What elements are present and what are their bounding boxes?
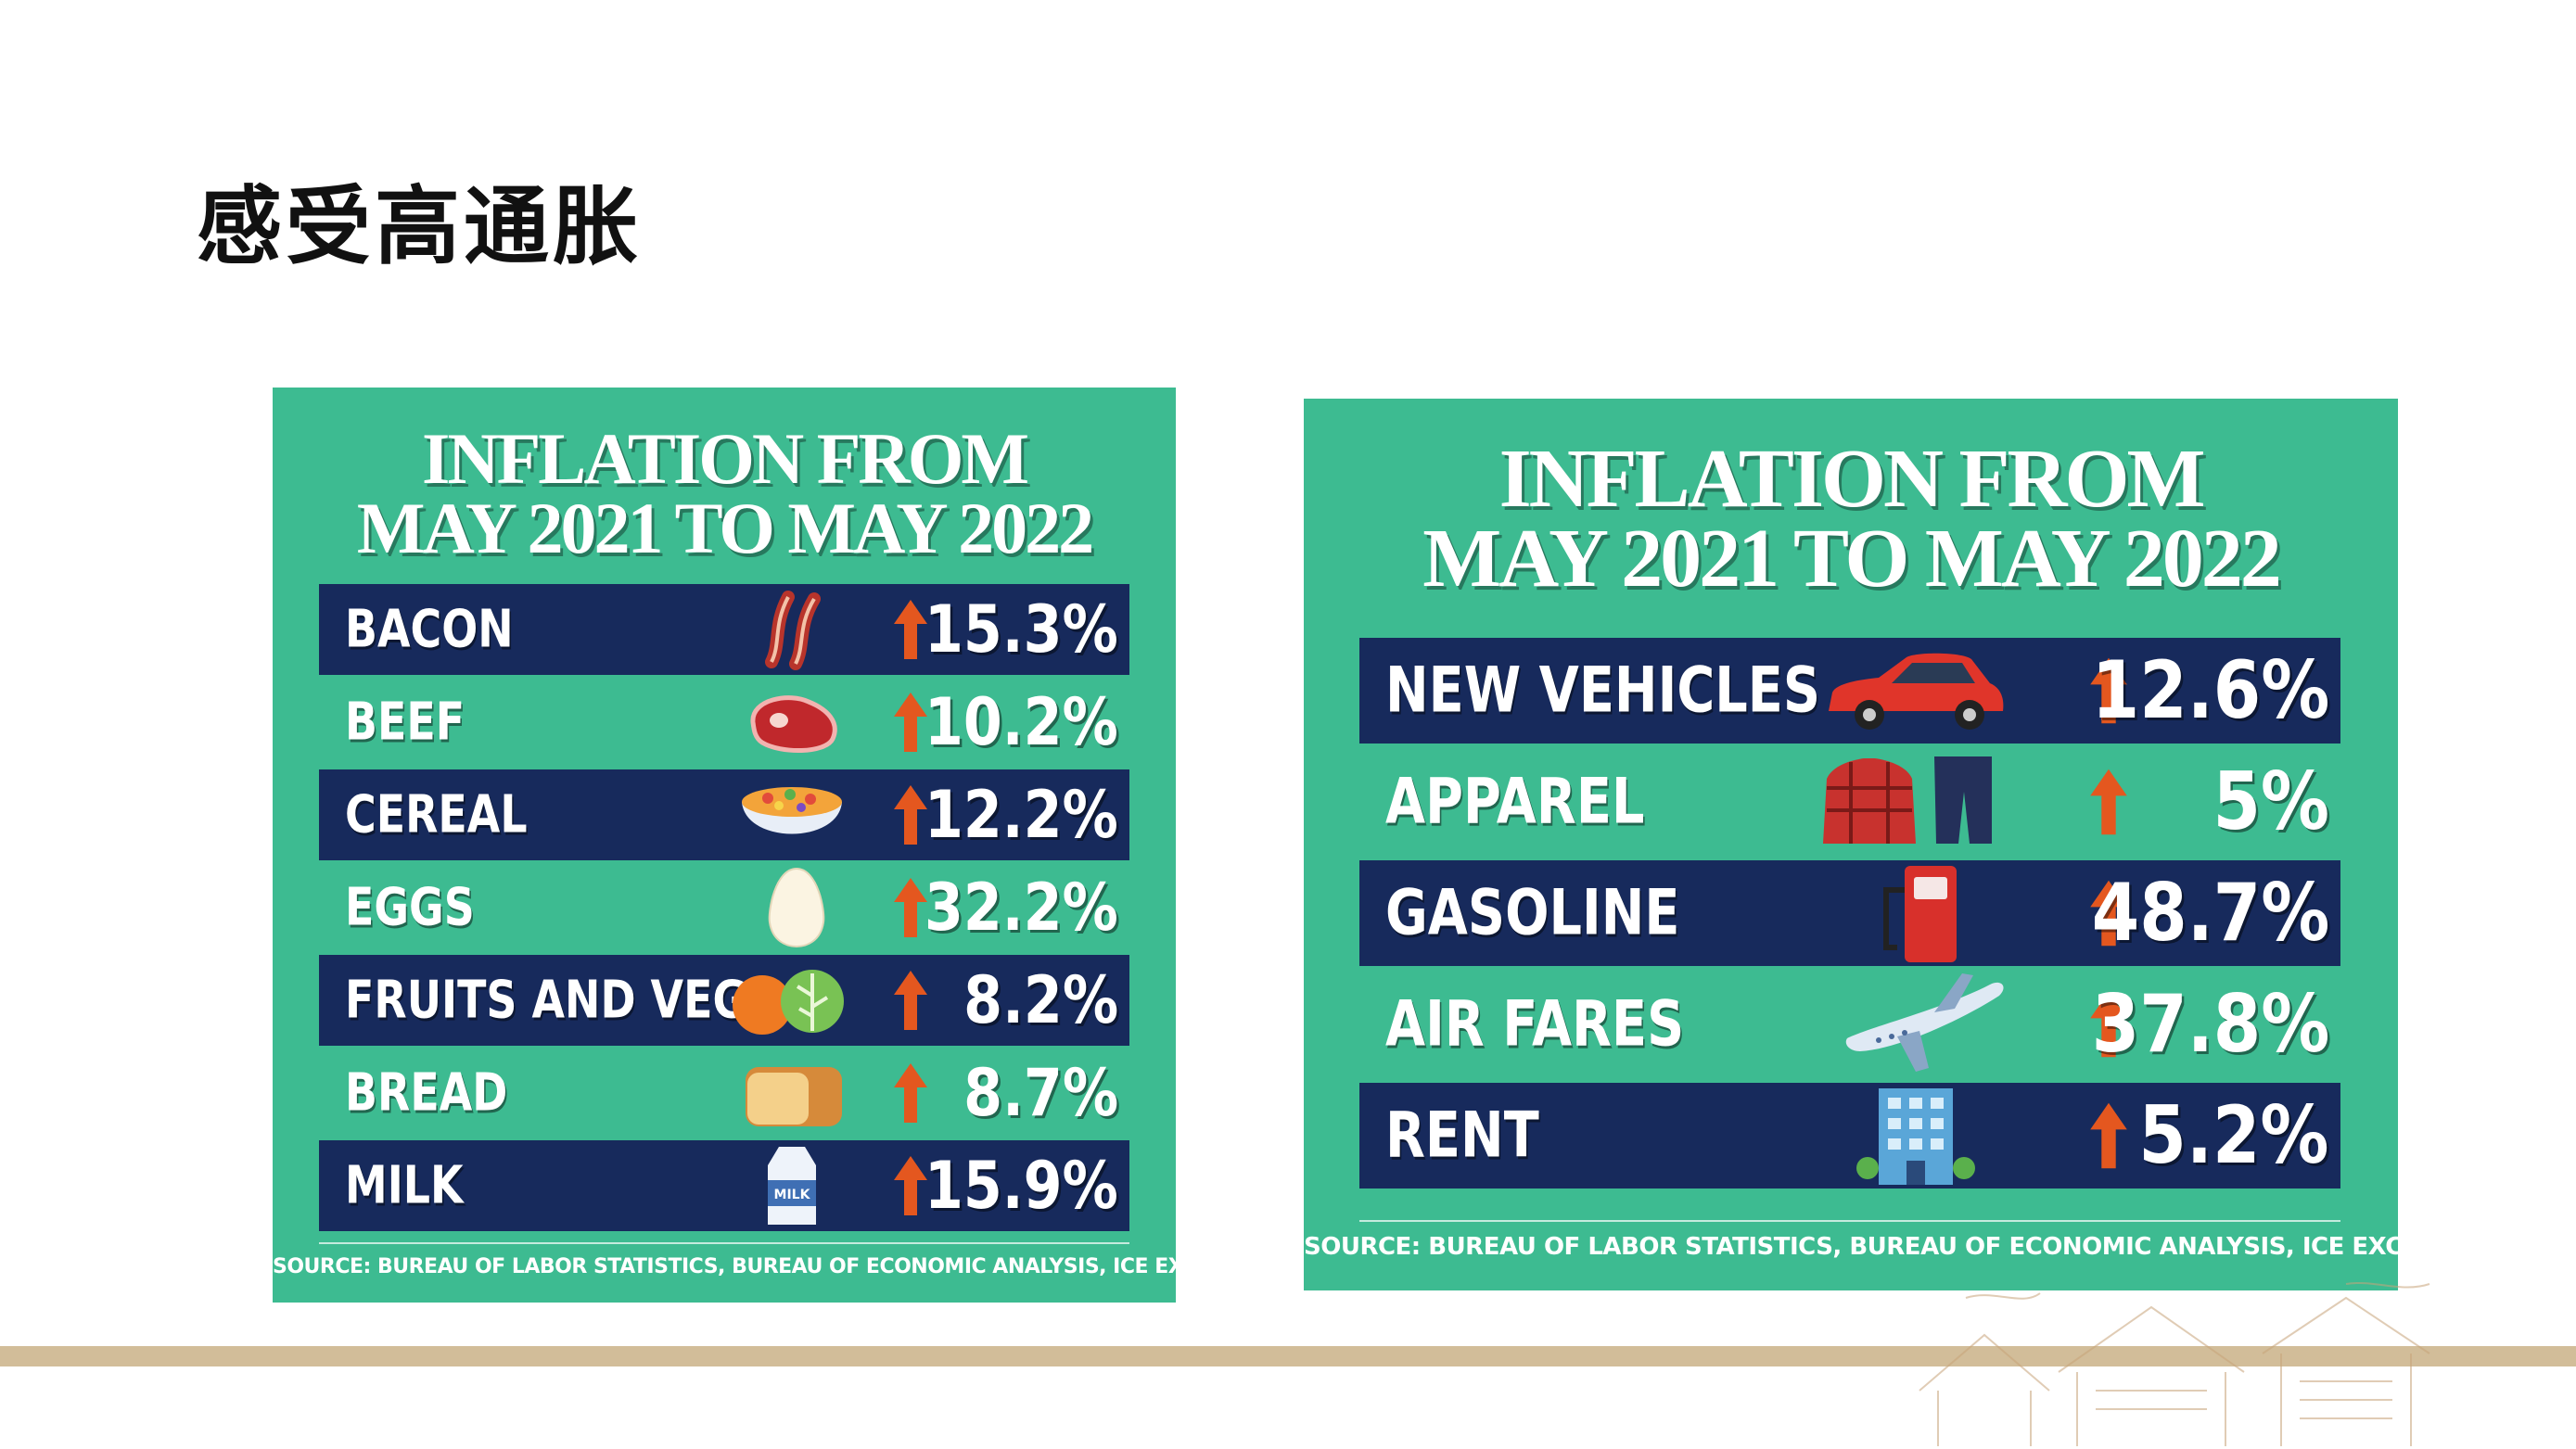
row-value: 48.7%	[2091, 867, 2329, 960]
milk-carton-text: MILK	[774, 1188, 811, 1202]
apparel-icon	[1823, 756, 1992, 844]
row-value: 32.2%	[925, 870, 1118, 946]
row-beef: BEEF 10.2%	[319, 677, 1129, 768]
up-arrow-icon	[894, 1063, 927, 1123]
bacon-icon	[765, 591, 821, 670]
up-arrow-icon	[2090, 880, 2127, 947]
gas-pump-icon	[1883, 866, 1957, 962]
egg-icon	[768, 867, 825, 948]
up-arrow-icon	[894, 600, 927, 659]
row-value: 5.2%	[2138, 1089, 2329, 1182]
panel-heading-line1: INFLATION FROM	[421, 418, 1029, 499]
village-sketch-decoration	[1919, 1282, 2430, 1446]
up-arrow-icon	[894, 878, 927, 937]
row-value: 8.2%	[963, 962, 1118, 1038]
row-label: BEEF	[345, 692, 465, 753]
panel-heading-line2: MAY 2021 TO MAY 2022	[356, 488, 1094, 568]
airplane-icon	[1845, 973, 2004, 1072]
up-arrow-icon	[894, 785, 927, 845]
row-gasoline: GASOLINE 48.7%	[1359, 860, 2340, 966]
steak-icon	[750, 695, 837, 753]
fruit-veg-icon	[733, 970, 844, 1035]
row-value: 37.8%	[2091, 978, 2329, 1071]
row-new-vehicles: NEW VEHICLES 12.6%	[1359, 638, 2340, 744]
row-value: 15.3%	[925, 591, 1118, 667]
row-label: BACON	[345, 599, 514, 660]
divider	[319, 1242, 1129, 1244]
row-value: 5%	[2213, 756, 2329, 848]
page-title: 感受高通胀	[197, 177, 643, 276]
row-value: 12.6%	[2091, 644, 2329, 737]
row-label: FRUITS AND VEG	[345, 970, 748, 1031]
row-apparel: APPAREL 5%	[1359, 749, 2340, 855]
footer-rule	[0, 1346, 2576, 1366]
inflation-panel-goods: INFLATION FROM MAY 2021 TO MAY 2022 NEW …	[1304, 399, 2398, 1290]
milk-carton-icon: MILK	[768, 1147, 816, 1225]
up-arrow-icon	[894, 971, 927, 1030]
divider	[1359, 1220, 2340, 1222]
row-milk: MILK MILK 15.9%	[319, 1140, 1129, 1231]
row-label: CEREAL	[345, 784, 528, 845]
row-label: BREAD	[345, 1062, 508, 1124]
row-cereal: CEREAL 12.2%	[319, 769, 1129, 860]
up-arrow-icon	[2090, 991, 2127, 1058]
car-icon	[1829, 653, 2004, 730]
row-air-fares: AIR FARES 37.8%	[1359, 972, 2340, 1077]
up-arrow-icon	[2090, 1102, 2127, 1169]
row-label: MILK	[345, 1155, 464, 1216]
row-label: AIR FARES	[1385, 987, 1685, 1061]
inflation-panel-food: INFLATION FROM MAY 2021 TO MAY 2022 BACO…	[273, 388, 1176, 1303]
panel-heading-line1: INFLATION FROM	[1498, 433, 2206, 525]
row-value: 10.2%	[925, 684, 1118, 760]
row-value: 12.2%	[925, 777, 1118, 853]
row-eggs: EGGS 32.2%	[319, 862, 1129, 953]
source-note: SOURCE: BUREAU OF LABOR STATISTICS, BURE…	[1304, 1233, 2398, 1261]
row-label: EGGS	[345, 877, 475, 938]
up-arrow-icon	[2090, 657, 2127, 724]
row-value: 15.9%	[925, 1148, 1118, 1224]
row-label: RENT	[1385, 1099, 1539, 1173]
row-fruits-and-veg: FRUITS AND VEG 8.2%	[319, 955, 1129, 1046]
row-value: 8.7%	[963, 1055, 1118, 1131]
row-label: NEW VEHICLES	[1385, 654, 1821, 728]
bread-icon	[746, 1067, 842, 1126]
panel-heading-line2: MAY 2021 TO MAY 2022	[1422, 513, 2281, 604]
building-icon	[1856, 1088, 1975, 1185]
up-arrow-icon	[2090, 769, 2127, 835]
row-rent: RENT 5.2%	[1359, 1083, 2340, 1188]
row-bread: BREAD 8.7%	[319, 1048, 1129, 1138]
up-arrow-icon	[894, 1156, 927, 1215]
row-label: APPAREL	[1385, 765, 1645, 839]
row-bacon: BACON 15.3%	[319, 584, 1129, 675]
cereal-bowl-icon	[742, 787, 842, 834]
row-label: GASOLINE	[1385, 876, 1680, 950]
up-arrow-icon	[894, 693, 927, 752]
source-note: SOURCE: BUREAU OF LABOR STATISTICS, BURE…	[273, 1255, 1176, 1278]
